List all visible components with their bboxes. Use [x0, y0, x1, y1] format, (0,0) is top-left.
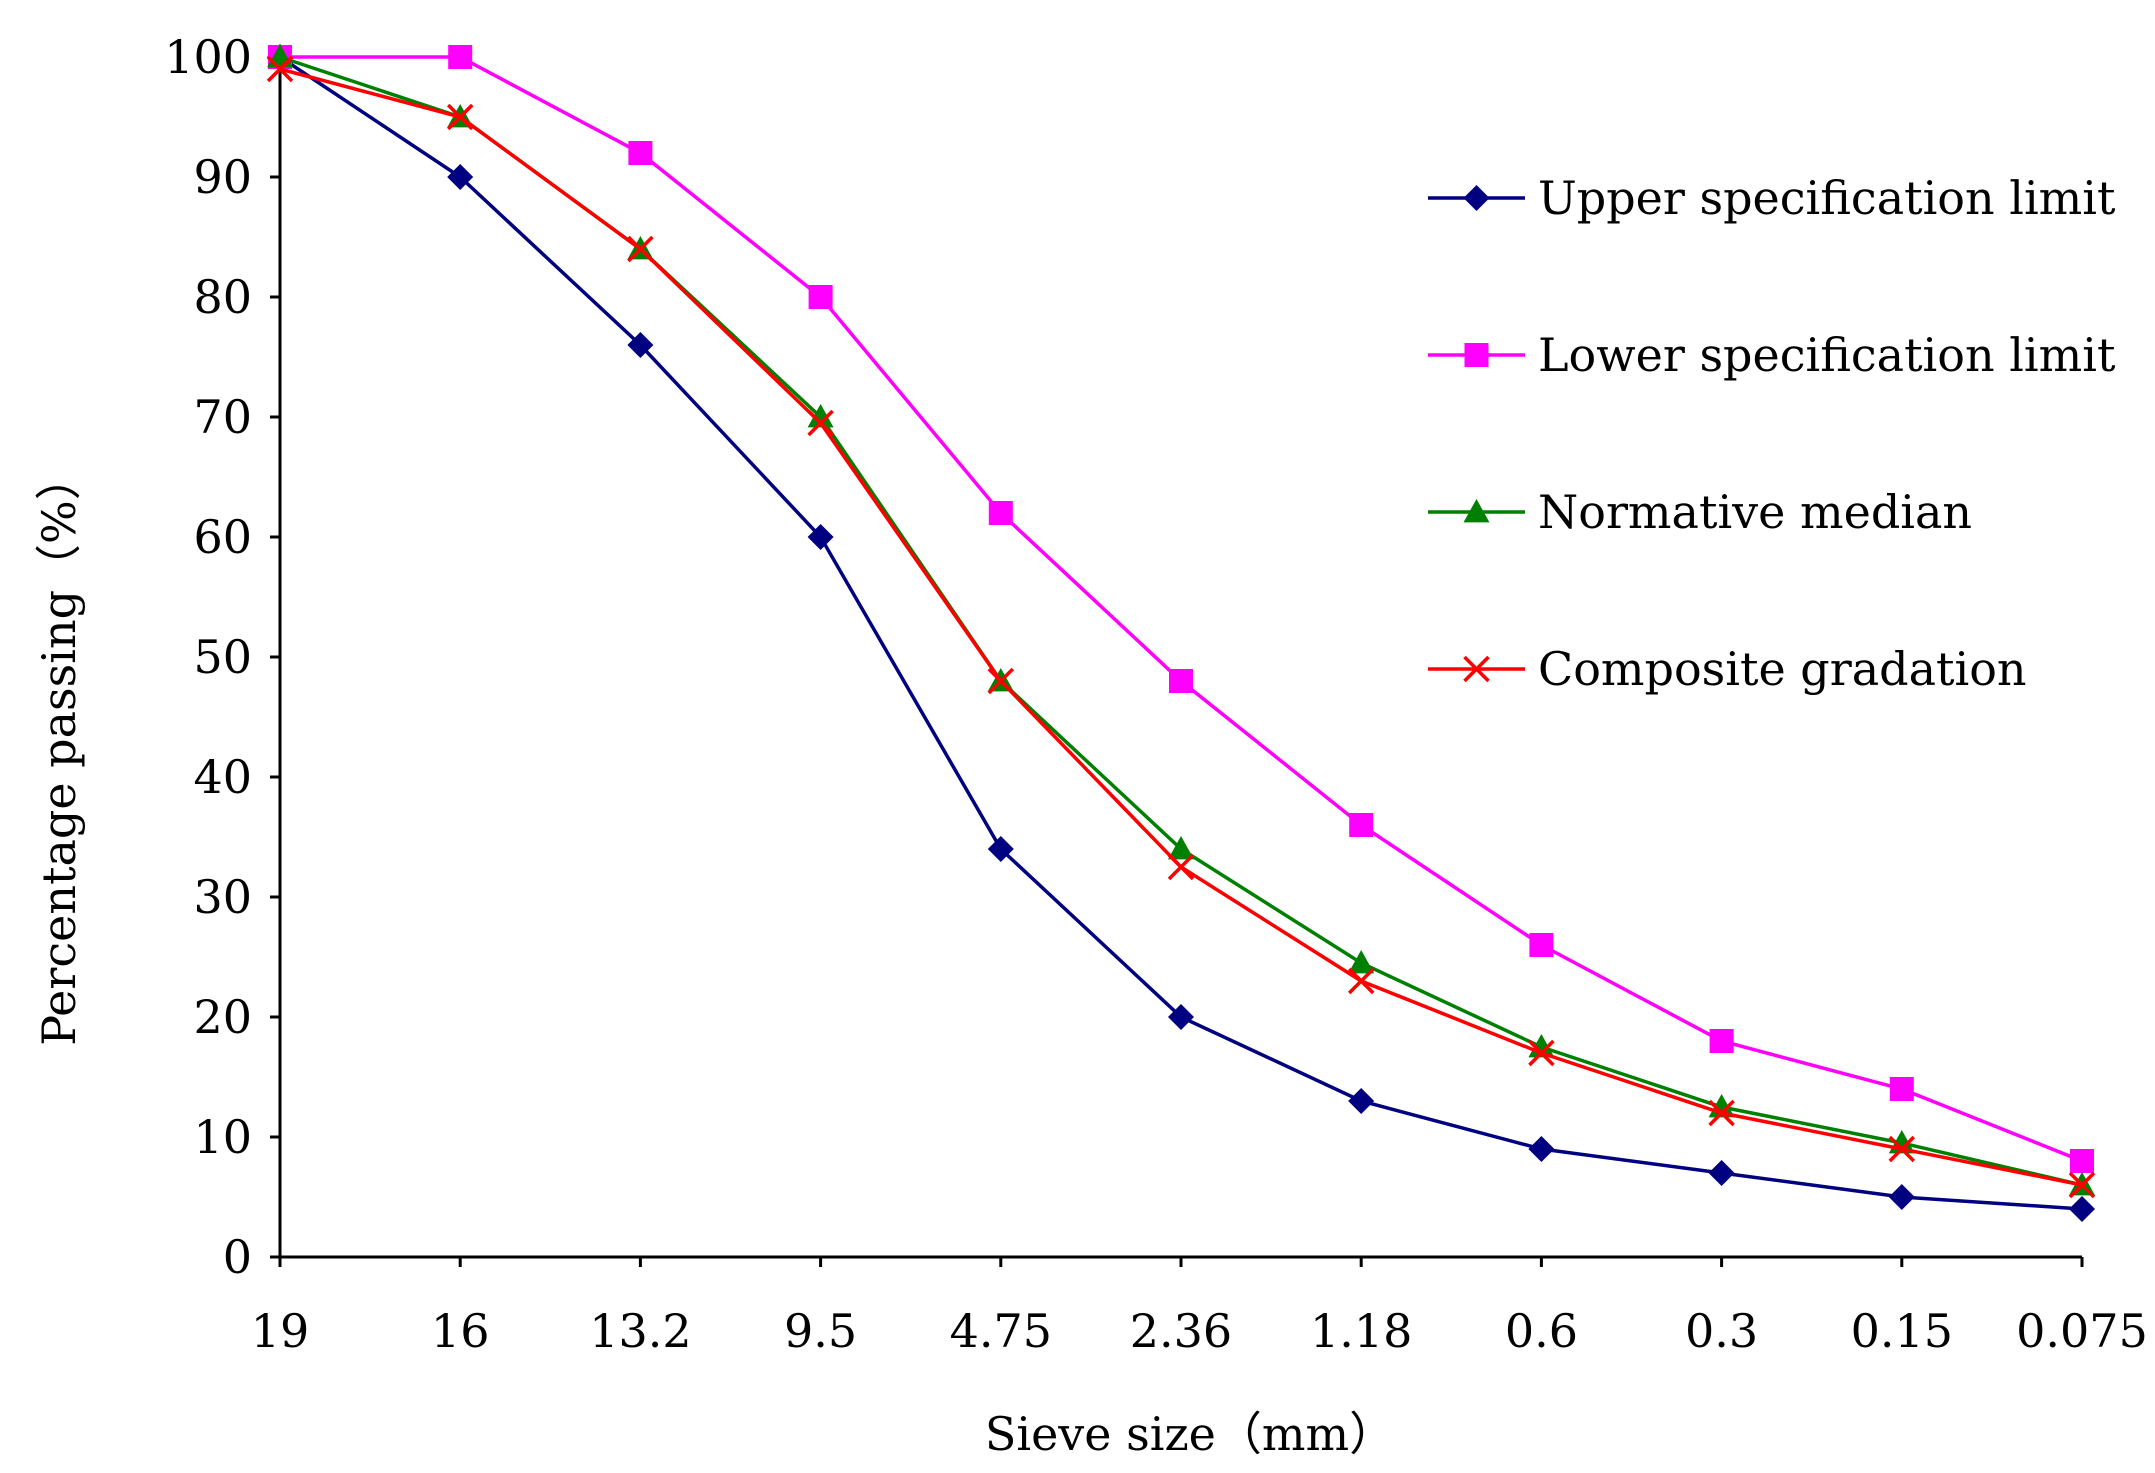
data-point: [988, 501, 1013, 525]
x-marker-stroke: [1528, 1039, 1555, 1067]
data-point: [1347, 967, 1375, 995]
data-point: [1708, 1099, 1735, 1127]
data-point: [1529, 933, 1554, 957]
legend-marker: [1463, 655, 1490, 683]
data-point: [448, 45, 473, 69]
x-tick-label: 16: [431, 1304, 490, 1358]
x-marker-stroke: [987, 667, 1015, 695]
data-point: [1708, 1160, 1735, 1186]
y-tick-label: 40: [193, 750, 252, 804]
x-marker-stroke: [2068, 1171, 2096, 1199]
x-tick-label: 0.15: [1851, 1304, 1953, 1358]
y-tick-label: 30: [193, 870, 252, 924]
data-point: [1168, 836, 1194, 860]
x-marker-stroke: [1888, 1135, 1916, 1163]
x-marker-stroke: [266, 55, 294, 83]
x-marker-stroke: [1347, 967, 1375, 995]
y-tick-label: 60: [193, 510, 252, 564]
data-point: [1889, 1077, 1914, 1101]
x-marker-stroke: [446, 103, 474, 131]
data-point: [1169, 669, 1193, 693]
legend-marker: [1463, 185, 1490, 211]
legend-item-3: Composite gradation: [1428, 642, 2027, 696]
y-tick-label: 0: [223, 1230, 252, 1284]
x-tick-label: 0.075: [2016, 1304, 2148, 1358]
legend-label: Normative median: [1538, 485, 1972, 539]
legend-label: Upper specification limit: [1538, 171, 2116, 225]
data-point: [807, 524, 834, 550]
legend-marker: [1464, 343, 1489, 367]
data-point: [808, 285, 833, 309]
x-tick-label: 0.6: [1505, 1304, 1578, 1358]
series-line: [279, 55, 2083, 1211]
data-point: [1528, 1136, 1555, 1162]
data-point: [987, 836, 1014, 862]
legend-marker: [1463, 499, 1490, 523]
y-tick-label: 80: [193, 270, 252, 324]
data-point: [1348, 1088, 1375, 1114]
x-tick-label: 9.5: [784, 1304, 857, 1358]
legend-item-0: Upper specification limit: [1428, 171, 2116, 225]
data-point: [266, 55, 294, 83]
series-3: [266, 55, 2096, 1199]
x-marker-stroke: [1463, 655, 1490, 683]
data-point: [2070, 1149, 2094, 1173]
x-marker-stroke: [627, 235, 654, 263]
data-point: [1528, 1039, 1555, 1067]
x-marker-stroke: [1167, 853, 1195, 881]
data-point: [627, 332, 654, 358]
x-tick-label: 2.36: [1130, 1304, 1232, 1358]
data-point: [628, 141, 653, 165]
x-axis-ticks: 19 16 13.2 9.5 4.75 2.36 1.18 0.6 0.3 0.15 0.075: [251, 1257, 2148, 1358]
data-point: [987, 667, 1015, 695]
data-point: [447, 164, 474, 190]
x-axis-title: Sieve size（mm）: [985, 1407, 1395, 1461]
y-tick-label: 100: [164, 30, 252, 84]
x-tick-label: 13.2: [589, 1304, 691, 1358]
x-tick-label: 19: [251, 1304, 310, 1358]
data-point: [2069, 1196, 2095, 1222]
legend-item-2: Normative median: [1428, 485, 1972, 539]
x-marker-stroke: [1708, 1099, 1735, 1127]
y-tick-label: 20: [193, 990, 252, 1044]
y-tick-label: 70: [193, 390, 252, 444]
data-point: [1167, 853, 1195, 881]
data-point: [1709, 1029, 1734, 1053]
data-point: [1349, 813, 1374, 837]
data-point: [1888, 1135, 1916, 1163]
y-axis-ticks: 0 10 20 30 40 50 60 70 80 90 100: [164, 30, 280, 1284]
data-point: [1348, 950, 1375, 974]
x-tick-label: 0.3: [1685, 1304, 1758, 1358]
legend-label: Composite gradation: [1538, 642, 2027, 696]
data-point: [2068, 1171, 2096, 1199]
data-point: [1168, 1004, 1194, 1030]
data-point: [446, 103, 474, 131]
x-tick-label: 4.75: [950, 1304, 1052, 1358]
y-tick-label: 50: [193, 630, 252, 684]
series-0: [267, 44, 2095, 1222]
series-1: [268, 45, 2094, 1173]
data-point: [807, 409, 834, 437]
data-point: [807, 404, 834, 428]
legend: Upper specification limit Lower specifica…: [1428, 171, 2116, 696]
y-axis-title: Percentage passing（%）: [32, 454, 86, 1046]
legend-item-1: Lower specification limit: [1428, 328, 2116, 382]
series-layer: [266, 44, 2096, 1222]
x-marker-stroke: [807, 409, 834, 437]
legend-label: Lower specification limit: [1538, 328, 2116, 382]
x-tick-label: 1.18: [1310, 1304, 1412, 1358]
data-point: [1888, 1184, 1915, 1210]
y-tick-label: 90: [193, 150, 252, 204]
data-point: [627, 235, 654, 263]
y-tick-label: 10: [193, 1110, 252, 1164]
